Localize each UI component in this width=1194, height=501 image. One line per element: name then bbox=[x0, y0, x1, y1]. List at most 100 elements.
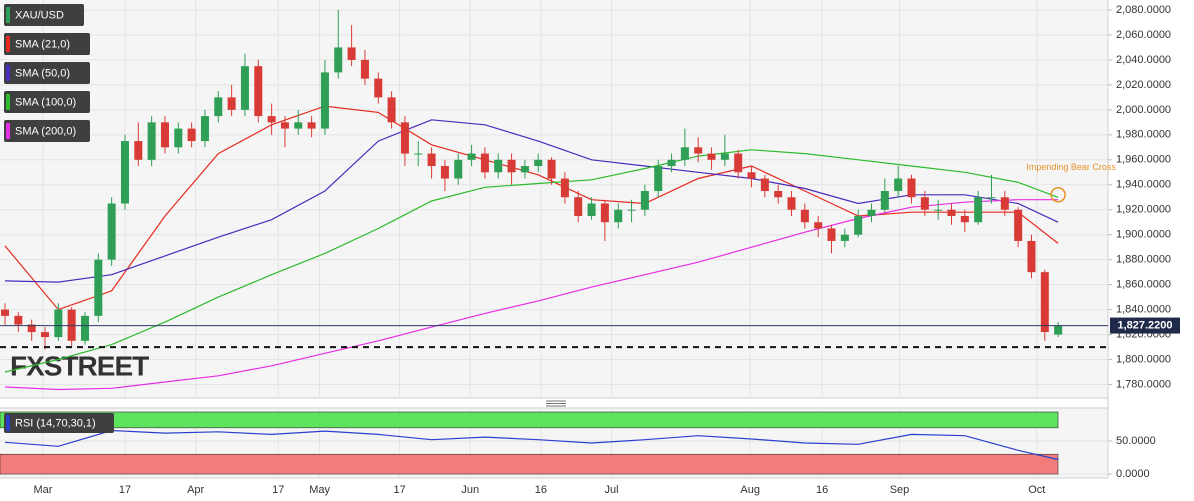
x-tick-label: Sep bbox=[890, 484, 910, 496]
candle-body bbox=[814, 222, 823, 229]
x-tick-label: Jun bbox=[461, 484, 479, 496]
candle-body bbox=[1014, 209, 1023, 241]
candle-body bbox=[760, 178, 769, 192]
x-tick-label: Aug bbox=[740, 484, 760, 496]
candle-body bbox=[974, 197, 983, 223]
legend-swatch bbox=[6, 7, 10, 23]
y-tick-label: 2,020.0000 bbox=[1116, 79, 1171, 91]
legend-swatch bbox=[6, 65, 10, 81]
line-series bbox=[4, 119, 1059, 283]
candle-body bbox=[520, 166, 529, 173]
candle-body bbox=[600, 203, 609, 223]
candle-body bbox=[187, 128, 196, 142]
candle-body bbox=[720, 153, 729, 160]
candle-body bbox=[227, 97, 236, 110]
candle-body bbox=[334, 47, 343, 73]
candle-body bbox=[894, 178, 903, 192]
candle-body bbox=[400, 122, 409, 154]
candle-body bbox=[640, 191, 649, 210]
legend-item[interactable] bbox=[4, 33, 90, 55]
annotation-marker bbox=[1050, 187, 1066, 203]
y-tick-label: 1,880.0000 bbox=[1116, 254, 1171, 266]
candle-body bbox=[574, 197, 583, 216]
candle-body bbox=[214, 97, 223, 117]
legend-item[interactable] bbox=[4, 4, 84, 26]
candle-body bbox=[787, 197, 796, 210]
candle-body bbox=[267, 116, 276, 123]
y-tick-label: 1,780.0000 bbox=[1116, 378, 1171, 390]
candle-body bbox=[1054, 325, 1063, 335]
candle-body bbox=[840, 234, 849, 241]
legend-item[interactable] bbox=[4, 62, 90, 84]
y-tick-label: 2,060.0000 bbox=[1116, 29, 1171, 41]
candle-body bbox=[654, 166, 663, 192]
candle-body bbox=[880, 191, 889, 210]
y-tick-label: 1,940.0000 bbox=[1116, 179, 1171, 191]
x-tick-label: May bbox=[309, 484, 330, 496]
x-tick-label: Apr bbox=[187, 484, 204, 496]
candle-body bbox=[254, 66, 263, 117]
candle-body bbox=[987, 197, 996, 199]
candle-body bbox=[134, 141, 143, 160]
y-tick-label: 2,000.0000 bbox=[1116, 104, 1171, 116]
candle-body bbox=[27, 324, 36, 333]
candle-body bbox=[560, 178, 569, 198]
candle-body bbox=[587, 203, 596, 216]
candle-body bbox=[947, 209, 956, 216]
legend-item[interactable] bbox=[4, 120, 90, 142]
candle-body bbox=[1027, 240, 1036, 273]
candle-body bbox=[960, 215, 969, 223]
candle-body bbox=[240, 66, 249, 110]
legend-item[interactable] bbox=[4, 91, 90, 113]
line-series bbox=[4, 105, 1059, 311]
line-series bbox=[4, 149, 1059, 373]
annotation: Impending Bear Cross bbox=[1026, 162, 1116, 172]
candle-body bbox=[774, 191, 783, 198]
candle-body bbox=[387, 97, 396, 123]
legend-swatch bbox=[6, 415, 10, 431]
candle-body bbox=[427, 153, 436, 167]
candle-body bbox=[907, 178, 916, 198]
line-series bbox=[4, 429, 1059, 461]
candle-body bbox=[827, 228, 836, 241]
candle-body bbox=[0, 309, 9, 316]
candle-body bbox=[147, 122, 156, 160]
candle-body bbox=[307, 122, 316, 129]
candle-body bbox=[854, 215, 863, 235]
candle-body bbox=[320, 72, 329, 129]
candle-body bbox=[440, 166, 449, 179]
candle-body bbox=[867, 209, 876, 216]
candle-body bbox=[934, 209, 943, 211]
candle-body bbox=[507, 159, 516, 173]
candle-body bbox=[280, 122, 289, 129]
candle-body bbox=[734, 153, 743, 173]
candle-body bbox=[360, 59, 369, 79]
rsi-band bbox=[0, 411, 1059, 429]
candle-body bbox=[627, 209, 636, 211]
x-tick-label: 16 bbox=[535, 484, 547, 496]
candle-body bbox=[680, 147, 689, 160]
y-tick-label: 1,920.0000 bbox=[1116, 204, 1171, 216]
candle-body bbox=[200, 116, 209, 142]
price-label: 1,827.2200 bbox=[1117, 319, 1172, 331]
x-tick-label: Mar bbox=[34, 484, 53, 496]
y-tick-label: 0.0000 bbox=[1116, 468, 1150, 480]
price-label-box bbox=[1110, 317, 1180, 334]
y-tick-label: 2,040.0000 bbox=[1116, 54, 1171, 66]
y-tick-label: 1,800.0000 bbox=[1116, 353, 1171, 365]
legend-item[interactable] bbox=[4, 413, 114, 433]
candle-body bbox=[80, 315, 89, 341]
candle-body bbox=[547, 159, 556, 179]
legend-label: RSI (14,70,30,1) bbox=[15, 417, 96, 429]
x-tick-label: 16 bbox=[816, 484, 828, 496]
legend-label: XAU/USD bbox=[15, 9, 64, 21]
candle-body bbox=[294, 122, 303, 129]
candle-body bbox=[174, 128, 183, 148]
candle-body bbox=[694, 147, 703, 154]
legend-label: SMA (21,0) bbox=[15, 38, 70, 50]
candle-body bbox=[40, 332, 49, 338]
y-tick-label: 1,900.0000 bbox=[1116, 229, 1171, 241]
legend-swatch bbox=[6, 36, 10, 52]
